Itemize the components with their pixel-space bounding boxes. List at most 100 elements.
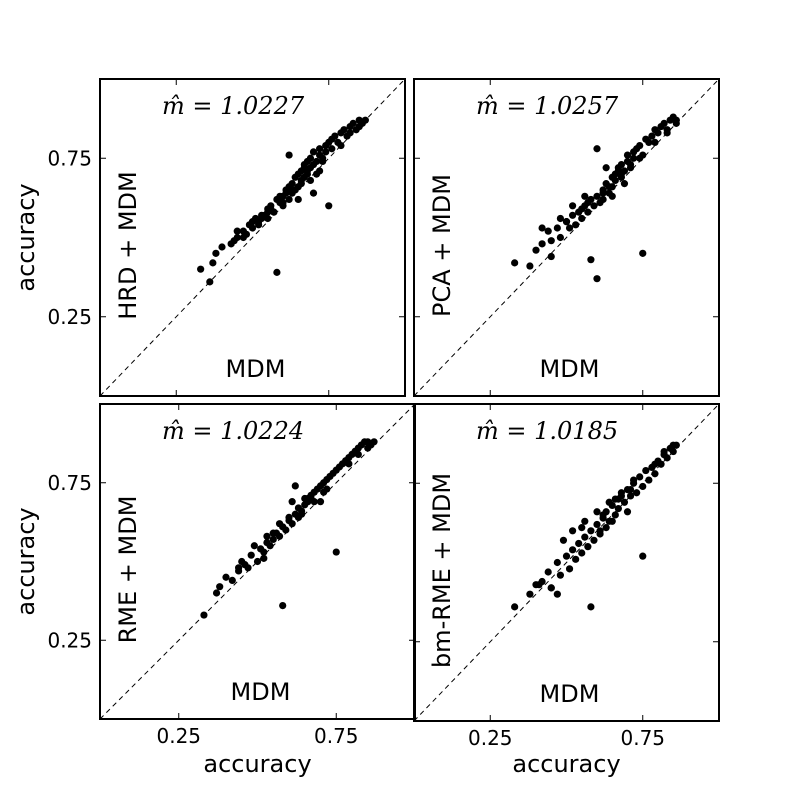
data-point <box>602 524 610 532</box>
data-point <box>216 583 224 591</box>
data-point <box>544 568 552 576</box>
data-point <box>620 180 629 188</box>
data-point <box>663 454 671 462</box>
data-point <box>288 180 296 188</box>
x-tick-label: 0.75 <box>620 726 665 750</box>
data-point <box>639 249 647 257</box>
data-point <box>602 164 610 172</box>
data-point <box>306 154 315 162</box>
data-point <box>672 116 680 124</box>
data-point <box>584 199 592 207</box>
inner-y-label: RME + MDM <box>114 496 142 644</box>
data-point <box>547 584 555 592</box>
data-point <box>250 542 258 550</box>
data-point <box>639 482 647 491</box>
data-point <box>645 138 653 146</box>
data-point <box>355 122 363 131</box>
data-point <box>323 485 331 493</box>
data-point <box>309 189 318 197</box>
inner-x-label: MDM <box>540 355 600 383</box>
data-point <box>645 476 653 484</box>
data-point <box>239 233 247 242</box>
data-point <box>258 211 266 219</box>
data-point <box>332 548 340 556</box>
data-point <box>269 529 277 537</box>
data-point <box>575 539 583 548</box>
y-tick-label: 0.25 <box>47 628 92 652</box>
data-point <box>648 132 656 140</box>
inner-y-label: PCA + MDM <box>428 174 456 317</box>
data-point <box>307 494 315 503</box>
data-point <box>312 157 321 166</box>
data-point <box>584 543 592 551</box>
data-point <box>590 202 598 210</box>
data-point <box>605 498 613 506</box>
data-point <box>593 275 601 283</box>
data-point <box>599 195 607 204</box>
data-point <box>626 485 635 494</box>
data-point <box>325 202 333 210</box>
data-point <box>569 211 577 219</box>
data-point <box>247 551 255 559</box>
data-point <box>300 164 308 172</box>
data-point <box>285 513 293 522</box>
data-point <box>630 154 638 162</box>
data-point <box>291 482 299 490</box>
data-point <box>581 192 589 200</box>
slope-annotation: m̂ = 1.0257 <box>476 92 619 120</box>
data-point <box>285 151 293 159</box>
outer-y-label: accuracy <box>12 183 40 291</box>
data-point <box>547 252 555 261</box>
data-point <box>636 473 644 481</box>
data-point <box>209 259 217 267</box>
data-point <box>663 129 671 137</box>
data-point <box>590 536 598 544</box>
data-point <box>651 460 659 468</box>
data-point <box>599 511 607 519</box>
data-point <box>626 160 635 169</box>
data-point <box>275 520 284 528</box>
data-point <box>264 205 272 213</box>
data-point <box>263 532 271 540</box>
data-point <box>269 535 277 544</box>
data-point <box>636 141 644 150</box>
data-point <box>660 119 668 127</box>
data-point <box>599 189 607 197</box>
data-point <box>275 532 284 540</box>
y-tick-label: 0.25 <box>47 305 92 329</box>
reference-line <box>413 403 720 722</box>
slope-annotation: m̂ = 1.0224 <box>162 417 304 445</box>
panel-4: 0.25 0.75 m̂ = 1.0185 MDM bm-RME + MDM accura… <box>413 403 720 778</box>
data-point <box>282 526 290 534</box>
data-point <box>669 441 677 449</box>
data-point <box>288 186 296 194</box>
data-point <box>538 240 546 248</box>
inner-x-label: MDM <box>231 678 291 706</box>
data-point <box>260 548 268 556</box>
data-point <box>593 520 601 529</box>
inner-y-label: HRD + MDM <box>114 171 142 319</box>
data-point <box>651 470 659 478</box>
reference-line <box>99 78 406 397</box>
data-point <box>235 564 243 572</box>
data-point <box>354 450 362 458</box>
x-tick-label: 0.25 <box>468 726 513 750</box>
data-point <box>572 555 580 563</box>
data-point <box>565 565 574 573</box>
data-point <box>340 126 348 134</box>
data-point <box>569 527 577 535</box>
data-point <box>322 148 330 156</box>
data-point <box>361 116 369 124</box>
panel-frame <box>413 403 720 722</box>
data-point <box>544 227 552 235</box>
data-point <box>578 214 586 223</box>
data-point <box>553 558 561 567</box>
data-point <box>316 498 325 506</box>
panel-1: 0.25 0.75 m̂ = 1.0227 MDM HRD + MDM accuracy <box>12 78 406 397</box>
data-point <box>572 221 580 229</box>
outer-y-label: accuracy <box>12 507 40 615</box>
data-point <box>556 571 565 579</box>
data-point <box>538 224 546 232</box>
data-point <box>370 438 378 446</box>
